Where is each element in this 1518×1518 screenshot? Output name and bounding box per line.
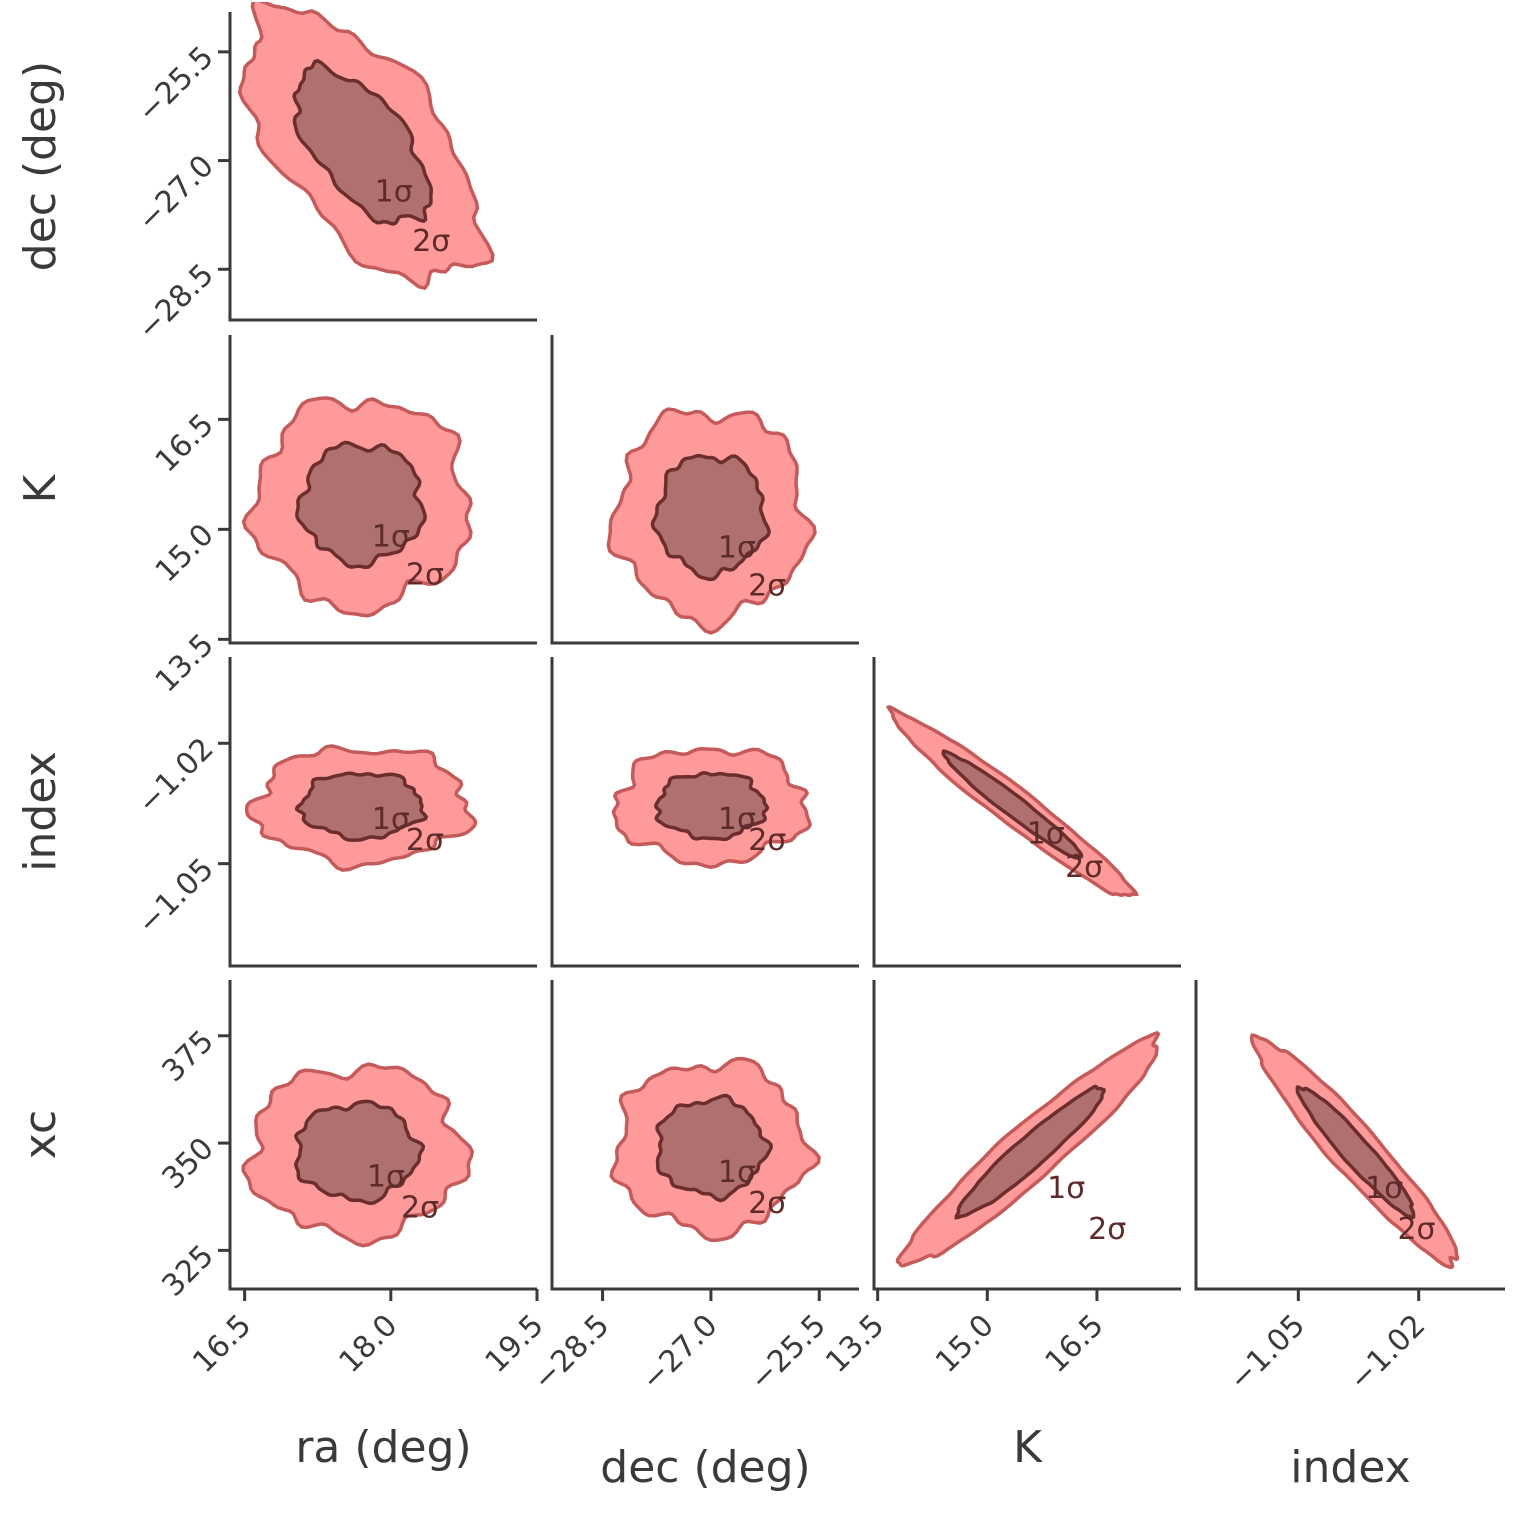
contour-1sigma (954, 1084, 1106, 1220)
x-tick-label: −1.05 (1222, 1308, 1312, 1398)
contour-1sigma (650, 453, 772, 582)
sigma-label-1: 1σ (372, 520, 410, 555)
contour-1sigma (1295, 1085, 1416, 1220)
sigma-label-1: 1σ (1047, 1171, 1085, 1206)
x-tick-label: −27.0 (635, 1308, 725, 1398)
sigma-label-2: 2σ (748, 823, 786, 858)
sigma-label-2: 2σ (748, 1186, 786, 1221)
y-tick-label: −28.5 (131, 257, 221, 347)
x-axis-title: K (1013, 1422, 1043, 1473)
y-tick-label: 15.0 (149, 517, 221, 589)
y-tick-label: 350 (155, 1131, 220, 1196)
sigma-label-1: 1σ (718, 1155, 756, 1190)
contour-1sigma (295, 440, 427, 570)
contour-1sigma (292, 58, 434, 226)
x-tick-label: −1.02 (1343, 1308, 1433, 1398)
y-tick-label: 16.5 (149, 407, 221, 479)
sigma-label-1: 1σ (1365, 1171, 1403, 1206)
x-axis-title: ra (deg) (295, 1422, 471, 1473)
y-axis-title: dec (deg) (15, 61, 66, 271)
sigma-label-2: 2σ (748, 569, 786, 604)
x-tick-label: 15.0 (929, 1308, 1001, 1380)
y-tick-label: 375 (155, 1024, 220, 1089)
x-tick-label: 16.5 (1039, 1308, 1111, 1380)
sigma-label-2: 2σ (1088, 1212, 1126, 1247)
y-tick-label: −27.0 (131, 149, 221, 239)
axis-spine (872, 980, 1181, 1291)
sigma-label-2: 2σ (1397, 1212, 1435, 1247)
axis-spine (228, 980, 537, 1291)
x-tick-label: −28.5 (526, 1308, 616, 1398)
y-tick-label: −1.02 (131, 731, 221, 821)
x-tick-label: 18.0 (332, 1308, 404, 1380)
y-tick-label: 325 (155, 1238, 220, 1303)
sigma-label-1: 1σ (372, 802, 410, 837)
y-axis-title: index (15, 751, 66, 871)
axis-spine (550, 980, 859, 1291)
contour-1sigma (655, 1093, 773, 1203)
x-axis-title: dec (deg) (600, 1442, 810, 1493)
sigma-label-1: 1σ (718, 531, 756, 566)
contour-1sigma (653, 771, 770, 842)
axis-spine (550, 657, 859, 968)
sigma-label-2: 2σ (406, 823, 444, 858)
contour-1sigma (293, 1099, 426, 1206)
y-axis-title: xc (15, 1110, 66, 1159)
x-axis-title: index (1290, 1442, 1410, 1493)
sigma-label-2: 2σ (406, 558, 444, 593)
sigma-label-1: 1σ (367, 1159, 405, 1194)
y-tick-label: 13.5 (149, 627, 221, 699)
sigma-label-1: 1σ (1027, 816, 1065, 851)
y-axis-title: K (15, 473, 66, 503)
x-tick-label: −25.5 (743, 1308, 833, 1398)
y-tick-label: −25.5 (131, 40, 221, 130)
sigma-label-2: 2σ (401, 1190, 439, 1225)
contour-1sigma (294, 771, 429, 842)
axis-spine (872, 657, 1181, 968)
axis-spine (228, 12, 537, 322)
y-tick-label: −1.05 (131, 852, 221, 942)
contour-1sigma (941, 749, 1084, 860)
sigma-label-1: 1σ (375, 175, 413, 210)
sigma-label-2: 2σ (1065, 850, 1103, 885)
sigma-label-2: 2σ (412, 224, 450, 259)
axis-spine (1194, 980, 1505, 1291)
x-tick-label: 16.5 (186, 1308, 258, 1380)
axis-spine (228, 335, 537, 645)
x-tick-label: 13.5 (819, 1308, 891, 1380)
axis-spine (228, 657, 537, 968)
axis-spine (550, 335, 859, 645)
sigma-label-1: 1σ (718, 802, 756, 837)
